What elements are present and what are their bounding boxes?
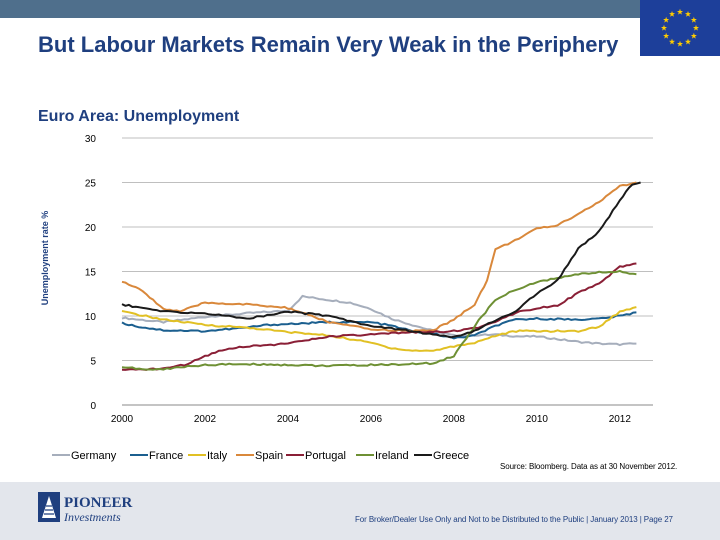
- footer-disclaimer: For Broker/Dealer Use Only and Not to be…: [355, 515, 673, 524]
- y-tick-label: 25: [85, 179, 97, 190]
- y-tick-label: 5: [90, 357, 96, 368]
- legend-label-portugal: Portugal: [305, 450, 346, 462]
- y-tick-label: 30: [85, 134, 97, 145]
- footer-bar: [0, 482, 720, 540]
- series-line-france: [121, 311, 637, 340]
- y-tick-label: 15: [85, 268, 97, 279]
- eu-star-icon: [692, 24, 700, 31]
- legend-label-italy: Italy: [207, 450, 228, 462]
- logo-line1: PIONEER: [64, 495, 133, 511]
- series-lines: [121, 181, 641, 371]
- series-line-spain: [121, 181, 637, 333]
- legend-label-spain: Spain: [255, 450, 283, 462]
- logo-line2: Investments: [63, 510, 121, 524]
- eu-flag-icon: [640, 0, 720, 56]
- y-axis-ticks: 0 5 10 15 20 25 30: [85, 134, 97, 412]
- x-axis-ticks: 2000 2002 2004 2006 2008 2010 2012: [111, 414, 631, 425]
- y-axis-label: Unemployment rate %: [40, 211, 50, 306]
- legend-label-greece: Greece: [433, 450, 469, 462]
- legend-label-france: France: [149, 450, 183, 462]
- eu-star-icon: [660, 24, 668, 31]
- series-line-greece: [121, 181, 641, 339]
- series-line-portugal: [121, 262, 637, 371]
- pioneer-logo: PIONEER Investments: [38, 492, 133, 524]
- eu-star-icon: [690, 32, 697, 39]
- legend-label-germany: Germany: [71, 450, 117, 462]
- eu-star-icon: [690, 16, 697, 23]
- x-tick-label: 2012: [609, 414, 632, 425]
- x-tick-label: 2002: [194, 414, 217, 425]
- eu-star-icon: [663, 16, 670, 23]
- chart-subtitle: Euro Area: Unemployment: [38, 108, 240, 125]
- legend-label-ireland: Ireland: [375, 450, 409, 462]
- x-tick-label: 2004: [277, 414, 300, 425]
- eu-star-icon: [668, 10, 676, 17]
- x-tick-label: 2008: [443, 414, 466, 425]
- eu-star-icon: [676, 8, 684, 15]
- chart-legend: Germany France Italy Spain Portugal Ireland Gr…: [52, 450, 469, 462]
- logo-mark-icon: [38, 492, 60, 522]
- x-tick-label: 2000: [111, 414, 134, 425]
- eu-flag-stars: [660, 8, 700, 47]
- y-tick-label: 0: [90, 401, 96, 412]
- source-note: Source: Bloomberg. Data as at 30 Novembe…: [500, 462, 678, 471]
- eu-star-icon: [676, 40, 684, 47]
- x-tick-label: 2010: [526, 414, 549, 425]
- series-line-germany: [121, 294, 637, 347]
- eu-star-icon: [684, 38, 692, 45]
- series-line-ireland: [121, 269, 637, 371]
- eu-star-icon: [684, 10, 692, 17]
- x-tick-label: 2006: [360, 414, 383, 425]
- series-line-italy: [121, 306, 637, 352]
- eu-star-icon: [668, 38, 676, 45]
- header-bar: [0, 0, 720, 18]
- y-tick-label: 10: [85, 312, 97, 323]
- eu-star-icon: [663, 32, 670, 39]
- page-title: But Labour Markets Remain Very Weak in t…: [38, 32, 619, 57]
- y-tick-label: 20: [85, 223, 97, 234]
